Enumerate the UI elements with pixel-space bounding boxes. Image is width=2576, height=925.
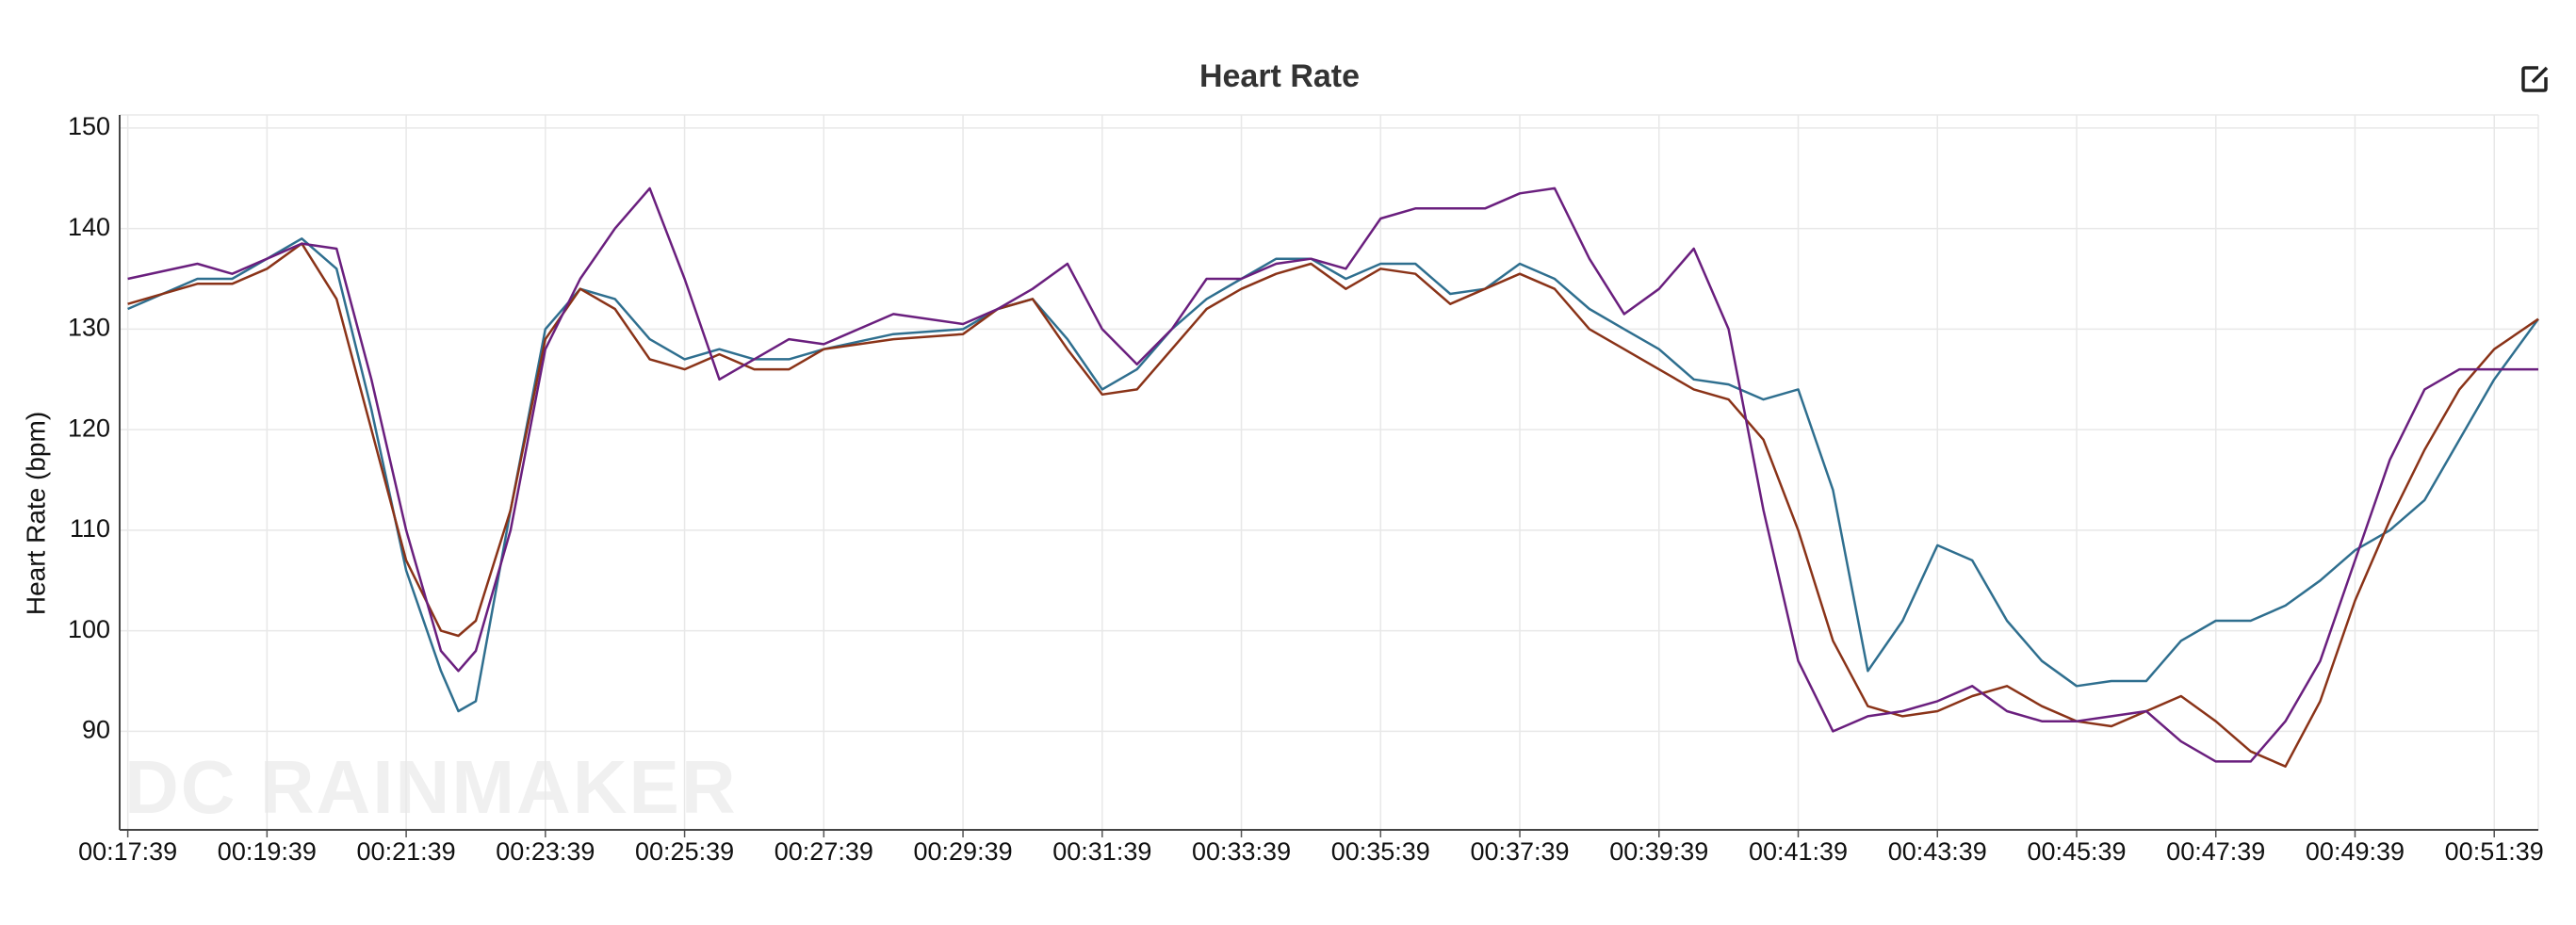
y-tick-label: 150 bbox=[68, 112, 110, 140]
x-tick-label: 00:17:39 bbox=[78, 837, 177, 866]
chart-title: Heart Rate bbox=[1199, 58, 1360, 94]
y-tick-label: 110 bbox=[70, 514, 110, 543]
x-tick-label: 00:29:39 bbox=[914, 837, 1013, 866]
x-tick-label: 00:35:39 bbox=[1331, 837, 1430, 866]
x-tick-label: 00:49:39 bbox=[2306, 837, 2405, 866]
x-tick-label: 00:27:39 bbox=[774, 837, 873, 866]
series-line bbox=[127, 237, 2540, 713]
x-tick-label: 00:47:39 bbox=[2166, 837, 2265, 866]
x-tick-label: 00:37:39 bbox=[1470, 837, 1569, 866]
y-tick-label: 130 bbox=[68, 314, 110, 342]
edit-icon-pen[interactable] bbox=[2531, 66, 2549, 84]
y-tick-label: 100 bbox=[68, 615, 110, 643]
x-tick-label: 00:45:39 bbox=[2027, 837, 2126, 866]
x-tick-label: 00:25:39 bbox=[635, 837, 734, 866]
x-tick-label: 00:23:39 bbox=[496, 837, 595, 866]
series-line bbox=[127, 187, 2538, 763]
y-tick-label: 120 bbox=[68, 414, 110, 442]
x-tick-label: 00:43:39 bbox=[1888, 837, 1987, 866]
x-tick-label: 00:19:39 bbox=[218, 837, 317, 866]
watermark: DC RAINMAKER bbox=[124, 745, 738, 829]
x-tick-label: 00:31:39 bbox=[1052, 837, 1151, 866]
x-tick-label: 00:51:39 bbox=[2445, 837, 2544, 866]
x-tick-label: 00:39:39 bbox=[1609, 837, 1708, 866]
edit-icon[interactable] bbox=[2521, 66, 2549, 92]
x-tick-label: 00:41:39 bbox=[1749, 837, 1848, 866]
y-axis-label: Heart Rate (bpm) bbox=[21, 412, 50, 615]
edit-icon-box[interactable] bbox=[2521, 66, 2548, 92]
y-tick-label: 90 bbox=[82, 716, 110, 744]
series-line bbox=[127, 242, 2539, 768]
x-tick-label: 00:33:39 bbox=[1192, 837, 1291, 866]
x-tick-label: 00:21:39 bbox=[357, 837, 456, 866]
y-tick-label: 140 bbox=[68, 213, 110, 241]
